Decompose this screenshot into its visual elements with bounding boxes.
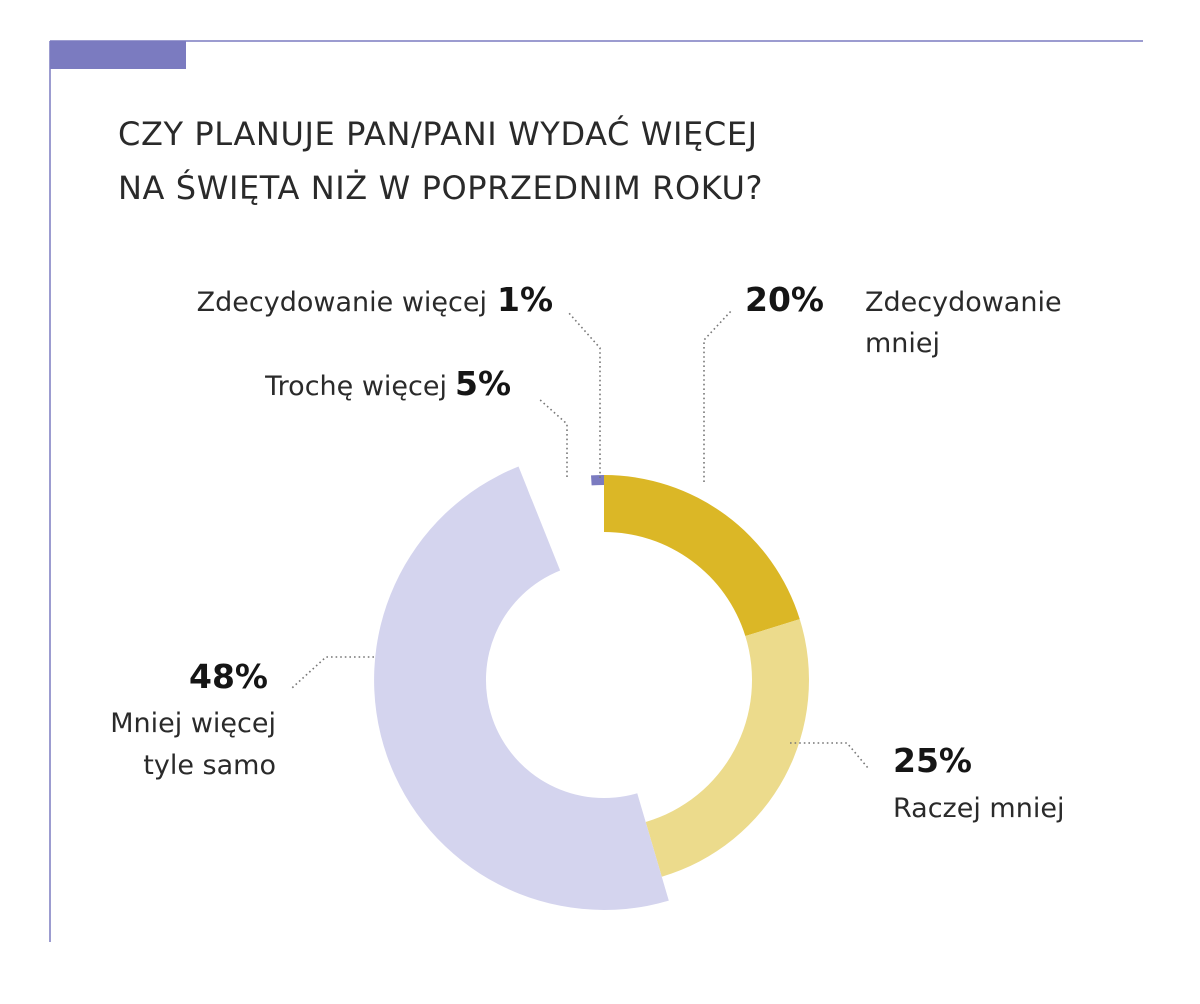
leader-zdecydowanie-mniej xyxy=(703,309,733,482)
leader-raczej-mniej xyxy=(790,742,869,769)
frame-accent-tab xyxy=(50,41,186,69)
slice-zdecydowanie-wiecej xyxy=(591,475,604,486)
leader-mniej-wiecej-tyle-samo xyxy=(291,656,374,689)
value-label-zdecydowanie-mniej: 20% xyxy=(745,280,824,319)
leader-zdecydowanie-wiecej xyxy=(567,311,601,478)
slice-troche-wiecej xyxy=(527,475,592,499)
category-label-zdecydowanie-wiecej: Zdecydowanie więcej xyxy=(197,287,487,318)
category-label-zdecydowanie-mniej-line-1: Zdecydowanie xyxy=(865,287,1062,318)
chart-title-line-1: CZY PLANUJE PAN/PANI WYDAĆ WIĘCEJ xyxy=(118,114,758,153)
category-label-raczej-mniej: Raczej mniej xyxy=(893,793,1064,824)
slice-zdecydowanie-mniej xyxy=(604,475,800,637)
chart-title-line-2: NA ŚWIĘTA NIŻ W POPRZEDNIM ROKU? xyxy=(118,168,763,207)
value-label-mniej-wiecej-tyle-samo: 48% xyxy=(189,657,268,696)
slice-raczej-mniej xyxy=(645,619,809,877)
slice-mniej-wiecej-tyle-samo xyxy=(374,466,669,910)
value-label-raczej-mniej: 25% xyxy=(893,741,972,780)
value-label-zdecydowanie-wiecej: 1% xyxy=(497,280,553,319)
category-label-mniej-wiecej-line-1: Mniej więcej xyxy=(110,708,276,739)
category-label-zdecydowanie-mniej-line-2: mniej xyxy=(865,328,940,359)
value-label-troche-wiecej: 5% xyxy=(455,364,511,403)
leader-troche-wiecej xyxy=(537,397,568,477)
category-label-mniej-wiecej-line-2: tyle samo xyxy=(143,750,276,781)
donut-slices xyxy=(374,466,809,910)
category-label-troche-wiecej: Trochę więcej xyxy=(264,371,447,402)
